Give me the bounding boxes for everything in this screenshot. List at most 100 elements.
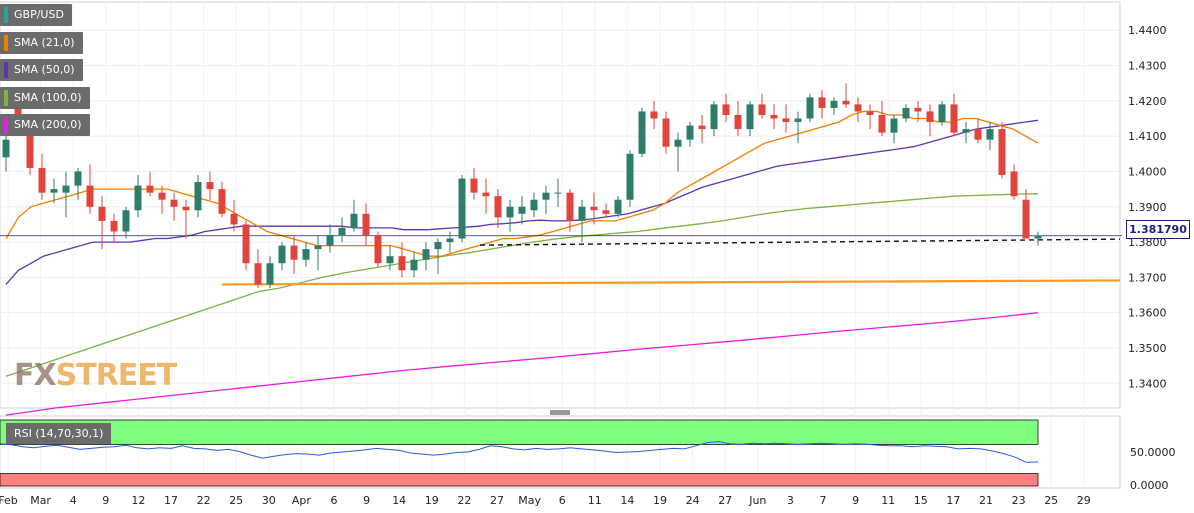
x-tick-label: 30 (262, 494, 276, 507)
candle-body (782, 118, 790, 123)
x-tick-label: 9 (102, 494, 109, 507)
x-tick-label: Feb (0, 494, 18, 507)
candle-body (242, 224, 250, 264)
candle-body (890, 118, 898, 133)
candle-body (446, 238, 454, 243)
candle-body (686, 125, 694, 140)
candle-body (902, 107, 910, 119)
x-tick-label: 11 (881, 494, 895, 507)
candle-body (758, 104, 766, 115)
candle-body (434, 242, 442, 250)
x-tick-label: 14 (392, 494, 406, 507)
candle-body (26, 122, 34, 168)
candle-body (854, 104, 862, 112)
candle-body (326, 235, 334, 246)
candle-body (794, 118, 802, 123)
rsi-legend-label: RSI (14,70,30,1) (6, 423, 112, 444)
x-tick-label: 6 (331, 494, 338, 507)
x-tick-label: 25 (1044, 494, 1058, 507)
y-tick-label: 1.4000 (1128, 165, 1167, 178)
candle-body (842, 100, 850, 105)
candle-body (146, 185, 154, 193)
candle-body (1010, 171, 1018, 197)
x-tick-label: May (518, 494, 541, 507)
rsi-overbought-zone (0, 419, 1039, 445)
y-tick-label: 1.4200 (1128, 95, 1167, 108)
candle-body (674, 139, 682, 147)
candle-body (314, 245, 322, 250)
price-panel (0, 1, 1121, 409)
x-tick-label: 14 (620, 494, 634, 507)
legend-swatch (4, 34, 8, 51)
candle-body (158, 192, 166, 200)
candle-body (254, 263, 262, 285)
x-tick-label: Apr (292, 494, 312, 507)
candle-body (698, 125, 706, 130)
candle-body (926, 111, 934, 123)
candle-body (266, 263, 274, 285)
candle-body (86, 185, 94, 207)
legend-item[interactable]: SMA (100,0) (0, 86, 90, 109)
candle-body (2, 139, 10, 158)
candle-body (482, 192, 490, 197)
candle-body (818, 97, 826, 108)
x-tick-label: 4 (70, 494, 77, 507)
candle-body (914, 107, 922, 112)
legend-item[interactable]: SMA (200,0) (0, 114, 90, 136)
x-tick-label: 19 (653, 494, 667, 507)
watermark-fx: FX (14, 358, 57, 393)
candle-body (614, 199, 622, 214)
x-tick-label: 23 (1012, 494, 1026, 507)
x-tick-label: Jun (748, 494, 766, 507)
candle-body (806, 97, 814, 119)
candle-body (98, 206, 106, 221)
candle-body (290, 245, 298, 260)
candle-body (662, 118, 670, 147)
candle-body (986, 129, 994, 140)
x-tick-label: 27 (490, 494, 504, 507)
candle-body (470, 178, 478, 193)
candle-body (950, 104, 958, 133)
rsi-tick-label: 0.0000 (1130, 479, 1169, 492)
legend-swatch (4, 62, 8, 78)
x-tick-label: 17 (164, 494, 178, 507)
x-tick-label: Mar (30, 494, 51, 507)
candle-body (518, 206, 526, 214)
candle-body (398, 256, 406, 271)
x-tick-label: 6 (559, 494, 566, 507)
y-tick-label: 1.4400 (1128, 24, 1167, 37)
x-tick-label: 21 (979, 494, 993, 507)
candle-body (602, 210, 610, 214)
x-tick-label: 7 (820, 494, 827, 507)
candle-body (194, 182, 202, 211)
candle-body (494, 196, 502, 218)
dashed-support-line (479, 238, 1121, 246)
legend-item[interactable]: GBP/USD (0, 4, 72, 26)
candle-body (998, 129, 1006, 175)
x-tick-label: 9 (852, 494, 859, 507)
candle-body (626, 153, 634, 200)
candle-body (62, 185, 70, 193)
rsi-oversold-zone (0, 473, 1039, 487)
candle-body (974, 129, 982, 140)
sma200-line (5, 312, 1039, 416)
legend-item[interactable]: SMA (50,0) (0, 59, 83, 81)
x-tick-label: 11 (588, 494, 602, 507)
y-tick-label: 1.3900 (1128, 201, 1167, 214)
candle-body (14, 104, 22, 123)
last-price-tag: 1.381790 (1126, 220, 1190, 239)
legend-swatch (4, 117, 8, 133)
y-tick-label: 1.3800 (1128, 236, 1167, 249)
watermark-street: STREET (55, 358, 178, 393)
legend-label: SMA (50,0) (14, 63, 75, 76)
y-tick-label: 1.3400 (1128, 377, 1167, 390)
rsi-line (0, 441, 1039, 463)
legend-swatch (4, 89, 8, 106)
candle-body (542, 192, 550, 200)
candle-body (410, 259, 418, 271)
candle-body (302, 249, 310, 260)
candle-body (182, 206, 190, 211)
candle-body (74, 171, 82, 186)
legend-item[interactable]: SMA (21,0) (0, 31, 83, 54)
